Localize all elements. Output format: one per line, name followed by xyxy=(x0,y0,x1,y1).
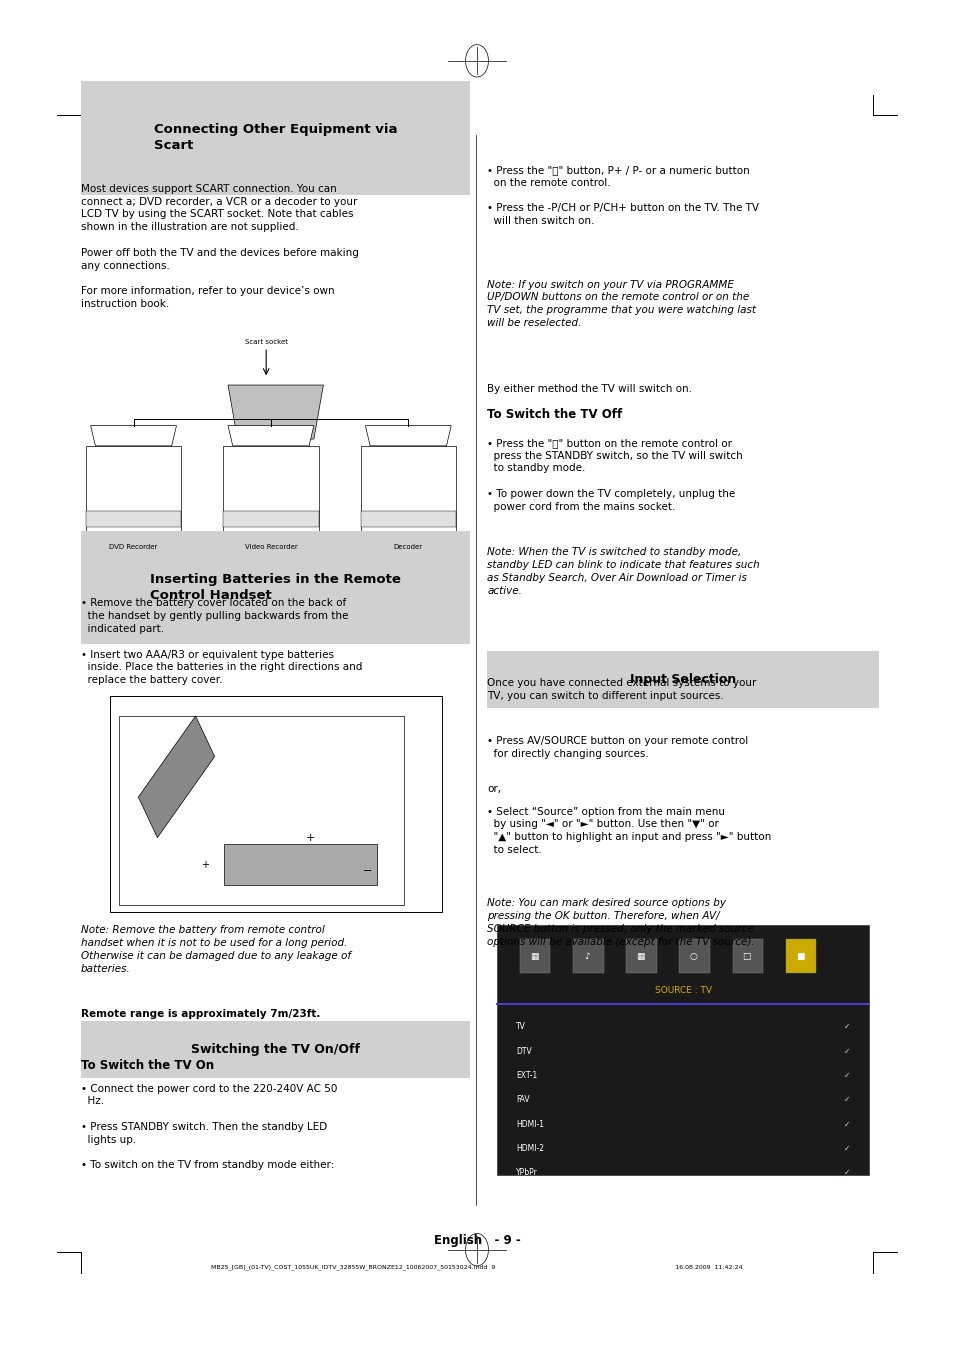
Text: Input Selection: Input Selection xyxy=(629,673,736,686)
Text: Decoder: Decoder xyxy=(394,544,422,550)
Text: Most devices support SCART connection. You can
connect a; DVD recorder, a VCR or: Most devices support SCART connection. Y… xyxy=(81,184,358,309)
Polygon shape xyxy=(228,385,323,439)
Text: Remote range is approximately 7m/23ft.: Remote range is approximately 7m/23ft. xyxy=(81,1009,320,1019)
Text: +: + xyxy=(201,859,209,870)
Text: TV: TV xyxy=(516,1023,525,1031)
Text: • Press the "ⓤ" button on the remote control or
  press the STANDBY switch, so t: • Press the "ⓤ" button on the remote con… xyxy=(487,438,742,512)
Text: • Press AV/SOURCE button on your remote control
  for directly changing sources.: • Press AV/SOURCE button on your remote … xyxy=(487,736,748,759)
Text: □: □ xyxy=(741,952,750,961)
Text: FAV: FAV xyxy=(516,1096,529,1104)
Bar xyxy=(519,939,550,973)
Text: Switching the TV On/Off: Switching the TV On/Off xyxy=(191,1043,360,1056)
Bar xyxy=(223,446,318,534)
Text: ✓: ✓ xyxy=(842,1144,849,1152)
Text: SOURCE : TV: SOURCE : TV xyxy=(654,986,711,994)
Text: Once you have connected external systems to your
TV, you can switch to different: Once you have connected external systems… xyxy=(487,678,756,701)
Text: By either method the TV will switch on.: By either method the TV will switch on. xyxy=(487,384,692,393)
Bar xyxy=(360,511,456,527)
Text: ▦: ▦ xyxy=(636,952,644,961)
Text: ✓: ✓ xyxy=(842,1169,849,1177)
Text: ○: ○ xyxy=(689,952,697,961)
Bar xyxy=(679,939,709,973)
FancyBboxPatch shape xyxy=(487,651,878,708)
Text: −: − xyxy=(362,866,372,877)
Text: ✓: ✓ xyxy=(842,1023,849,1031)
Polygon shape xyxy=(365,426,451,446)
Text: YPbPr: YPbPr xyxy=(516,1169,537,1177)
Text: DVD Recorder: DVD Recorder xyxy=(110,544,157,550)
Bar xyxy=(223,511,318,527)
Text: Connecting Other Equipment via
Scart: Connecting Other Equipment via Scart xyxy=(153,123,397,153)
Bar xyxy=(625,939,656,973)
Text: Scart socket: Scart socket xyxy=(244,339,288,345)
FancyBboxPatch shape xyxy=(81,81,470,195)
Text: • Connect the power cord to the 220-240V AC 50
  Hz.

• Press STANDBY switch. Th: • Connect the power cord to the 220-240V… xyxy=(81,1084,337,1170)
Text: ■: ■ xyxy=(795,952,803,961)
Text: ✓: ✓ xyxy=(842,1071,849,1079)
Text: Note: Remove the battery from remote control
handset when it is not to be used f: Note: Remove the battery from remote con… xyxy=(81,925,351,974)
Text: English   - 9 -: English - 9 - xyxy=(434,1233,519,1247)
Bar xyxy=(573,939,603,973)
Bar xyxy=(86,511,181,527)
Text: Note: You can mark desired source options by
pressing the OK button. Therefore, : Note: You can mark desired source option… xyxy=(487,898,755,947)
Text: or,: or, xyxy=(487,784,501,793)
Text: To Switch the TV Off: To Switch the TV Off xyxy=(487,408,622,422)
Text: HDMI-2: HDMI-2 xyxy=(516,1144,543,1152)
Text: ✓: ✓ xyxy=(842,1096,849,1104)
FancyBboxPatch shape xyxy=(81,1021,470,1078)
Text: • Remove the battery cover located on the back of
  the handset by gently pullin: • Remove the battery cover located on th… xyxy=(81,598,362,685)
Text: Video Recorder: Video Recorder xyxy=(244,544,297,550)
Text: DTV: DTV xyxy=(516,1047,532,1055)
Polygon shape xyxy=(91,426,176,446)
Text: HDMI-1: HDMI-1 xyxy=(516,1120,543,1128)
Text: ▦: ▦ xyxy=(530,952,537,961)
Text: MB25_[GB]_(01-TV)_COST_1055UK_IDTV_32855W_BRONZE12_10062007_50153024.indd  9    : MB25_[GB]_(01-TV)_COST_1055UK_IDTV_32855… xyxy=(211,1265,742,1270)
Bar xyxy=(360,446,456,534)
Text: ✓: ✓ xyxy=(842,1120,849,1128)
Polygon shape xyxy=(138,716,214,838)
Text: ✓: ✓ xyxy=(842,1047,849,1055)
Text: Note: If you switch on your TV via PROGRAMME
UP/DOWN buttons on the remote contr: Note: If you switch on your TV via PROGR… xyxy=(487,280,756,328)
FancyBboxPatch shape xyxy=(81,531,470,644)
Text: Inserting Batteries in the Remote
Control Handset: Inserting Batteries in the Remote Contro… xyxy=(151,573,400,603)
Text: EXT-1: EXT-1 xyxy=(516,1071,537,1079)
Text: −: − xyxy=(166,730,177,743)
Bar xyxy=(497,925,868,1175)
Text: ♪: ♪ xyxy=(584,952,590,961)
Text: To Switch the TV On: To Switch the TV On xyxy=(81,1059,214,1073)
Text: • Select “Source” option from the main menu
  by using "◄" or "►" button. Use th: • Select “Source” option from the main m… xyxy=(487,807,771,855)
Text: Note: When the TV is switched to standby mode,
standby LED can blink to indicate: Note: When the TV is switched to standby… xyxy=(487,547,760,596)
Bar xyxy=(110,696,441,912)
Polygon shape xyxy=(224,844,376,885)
Polygon shape xyxy=(228,426,314,446)
Text: +: + xyxy=(305,832,314,843)
Bar xyxy=(86,446,181,534)
Bar xyxy=(785,939,816,973)
Bar xyxy=(732,939,762,973)
Text: • Press the "ⓤ" button, P+ / P- or a numeric button
  on the remote control.

• : • Press the "ⓤ" button, P+ / P- or a num… xyxy=(487,165,759,226)
